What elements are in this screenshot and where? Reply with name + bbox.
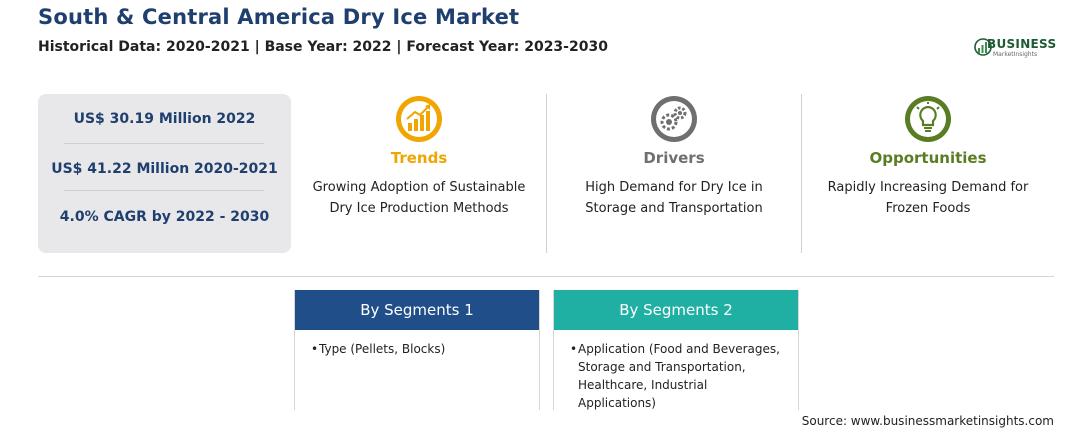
- stat-historical-value: US$ 41.22 Million 2020-2021: [51, 161, 278, 177]
- opportunities-label: Opportunities: [869, 149, 987, 167]
- trends-label: Trends: [390, 149, 448, 167]
- list-item-continued: Storage and Transportation,: [578, 360, 746, 374]
- logo-name: BUSINESS: [987, 37, 1057, 51]
- stat-divider: [64, 190, 264, 191]
- segment-1-title: By Segments 1: [295, 290, 539, 330]
- stats-panel: US$ 30.19 Million 2022 US$ 41.22 Million…: [38, 94, 291, 253]
- segment-card-1: By Segments 1 •Type (Pellets, Blocks): [294, 290, 540, 410]
- chart-growth-icon: [396, 96, 442, 142]
- column-divider: [801, 94, 802, 253]
- stat-divider: [64, 143, 264, 144]
- list-item: •Application (Food and Beverages,: [570, 342, 780, 356]
- section-divider: [38, 276, 1054, 277]
- page-title: South & Central America Dry Ice Market: [38, 5, 520, 29]
- gears-icon: [651, 96, 697, 142]
- segment-2-title: By Segments 2: [554, 290, 798, 330]
- list-item: •Type (Pellets, Blocks): [311, 342, 446, 356]
- segment-card-2: By Segments 2 •Application (Food and Bev…: [553, 290, 799, 410]
- drivers-label: Drivers: [643, 149, 705, 167]
- logo-tagline: MarketInsights: [993, 51, 1038, 58]
- opportunities-description: Rapidly Increasing Demand for Frozen Foo…: [827, 180, 1029, 216]
- trends-description: Growing Adoption of Sustainable Dry Ice …: [312, 180, 526, 216]
- stat-cagr: 4.0% CAGR by 2022 - 2030: [59, 209, 270, 225]
- column-divider: [546, 94, 547, 253]
- lightbulb-icon: [905, 96, 951, 142]
- segment-1-list: •Type (Pellets, Blocks): [295, 330, 539, 358]
- segment-2-list: •Application (Food and Beverages, Storag…: [554, 330, 798, 412]
- list-item-continued: Healthcare, Industrial Applications): [578, 378, 708, 410]
- drivers-description: High Demand for Dry Ice in Storage and T…: [585, 180, 763, 216]
- stat-market-value: US$ 30.19 Million 2022: [73, 111, 256, 127]
- logo-globe-icon: [974, 38, 992, 56]
- source-note: Source: www.businessmarketinsights.com: [801, 414, 1054, 428]
- brand-logo: BUSINESS MarketInsights: [973, 36, 1063, 60]
- page-subtitle: Historical Data: 2020-2021 | Base Year: …: [38, 39, 608, 55]
